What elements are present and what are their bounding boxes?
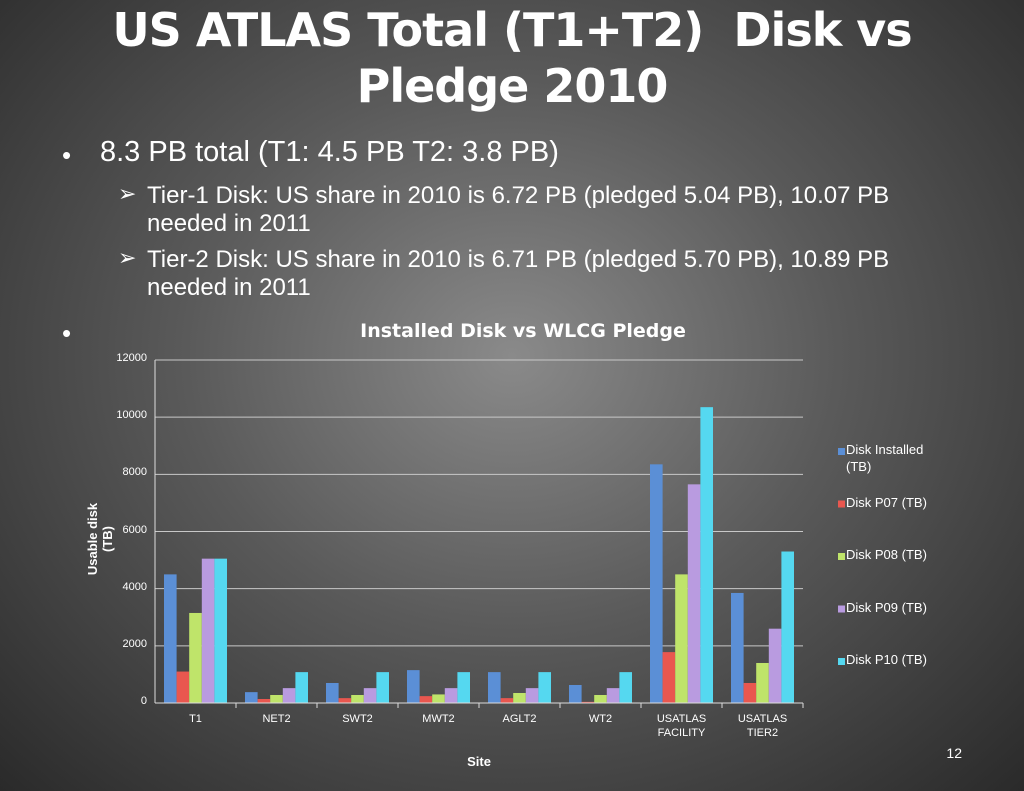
bar [270,694,283,703]
bar [488,672,501,703]
legend-swatch [838,605,845,613]
x-tick-label: AGLT2 [502,713,537,725]
bar [457,672,470,703]
bar [282,688,296,703]
y-tick-label: 8000 [122,466,147,479]
bar [569,684,582,703]
bar [687,484,701,703]
bar [326,682,339,703]
bar [594,694,607,703]
bar [538,672,551,703]
slide-number: 12 [946,745,962,761]
bar [525,688,539,703]
bar [650,464,663,703]
bar [768,628,782,703]
bar [675,574,688,703]
legend-label: Disk P07 (TB) [846,494,927,510]
bar [700,407,713,703]
x-tick-label: NET2 [262,713,291,725]
x-tick-label: SWT2 [342,713,373,725]
x-axis-label: Site [467,754,491,769]
sub-marker: ➢ [118,181,137,206]
bar [351,694,364,703]
y-tick-label: 12000 [116,352,147,364]
bar [214,558,227,703]
y-tick-label: 4000 [122,580,147,593]
bar [731,592,744,703]
bar [743,682,757,703]
bar [500,698,514,703]
bullet-marker: • [62,140,72,170]
legend-swatch [838,553,845,560]
x-tick-label: WT2 [588,713,613,725]
bar [376,672,389,703]
bar [619,672,632,703]
bar [756,662,769,703]
legend-swatch [838,448,845,455]
legend-swatch [838,658,845,665]
sub-marker: ➢ [118,245,137,270]
y-tick-label: 0 [140,695,147,707]
bar [257,698,271,703]
x-tick-label: T1 [189,713,202,725]
x-tick-label: USATLAS TIER2 [737,713,788,739]
bar [513,692,526,703]
bar [662,652,676,703]
legend-label: Disk P10 (TB) [846,652,927,667]
bar [245,692,258,703]
y-tick-label: 6000 [122,523,147,536]
y-tick-label: 10000 [116,409,147,422]
bar [189,612,202,703]
bar [444,688,458,703]
sub-bullet: Tier-2 Disk: US share in 2010 is 6.71 PB… [147,246,890,301]
bar [338,698,352,703]
bar [295,672,308,703]
slide-title: US ATLAS Total (T1+T2) Disk vs Pledge 20… [112,3,927,113]
bar [581,701,595,703]
bullet: 8.3 PB total (T1: 4.5 PB T2: 3.8 PB) [100,136,559,168]
bar [432,694,445,703]
legend-swatch [838,500,845,508]
bar [407,670,420,703]
bar [164,574,177,703]
bar [781,551,794,703]
bar [606,688,620,703]
bar [201,558,215,703]
bar [419,696,433,703]
bar [176,671,190,703]
chart-title: Installed Disk vs WLCG Pledge [360,320,686,342]
x-tick-label: MWT2 [422,713,455,725]
bar [363,688,377,703]
y-tick-label: 2000 [122,637,147,650]
legend-label: Disk P09 (TB) [846,599,927,615]
legend-label: Disk P08 (TB) [846,547,927,562]
sub-bullet: Tier-1 Disk: US share in 2010 is 6.72 PB… [147,182,890,237]
bullet-marker: • [62,318,72,348]
y-axis-label: Usable disk (TB) [85,502,115,575]
legend-label: Disk Installed (TB) [846,442,924,474]
x-tick-label: USATLAS FACILITY [656,713,707,739]
